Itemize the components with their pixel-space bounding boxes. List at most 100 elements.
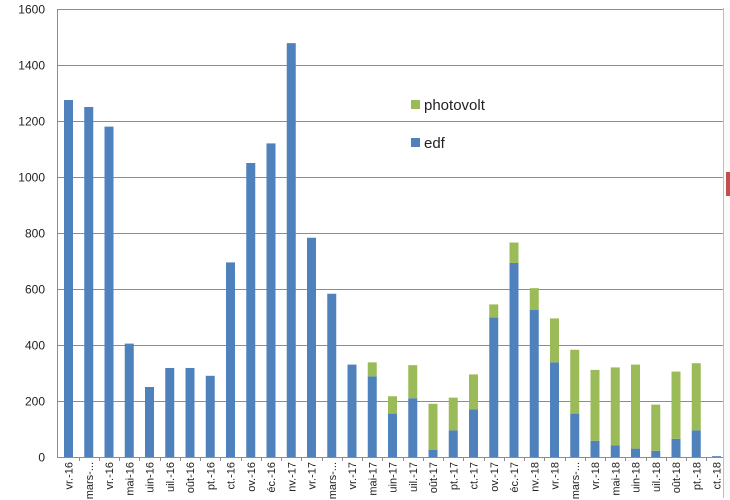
bar-photovolt-20 <box>469 374 478 410</box>
window-edge-marker <box>726 172 730 196</box>
x-tick-label: pt.-18 <box>691 462 703 490</box>
axes <box>57 9 728 461</box>
x-tick-label: ov.-16 <box>246 462 258 492</box>
x-tick-label: nv.-18 <box>529 462 541 492</box>
x-tick-label: oût-17 <box>428 462 440 493</box>
y-tick-label: 400 <box>25 339 45 353</box>
x-tick-label: oût-18 <box>671 462 683 493</box>
x-tick-label: pt.-17 <box>448 462 460 490</box>
bar-edf-20 <box>469 409 478 457</box>
y-tick-label: 1200 <box>18 115 45 129</box>
x-tick-label: mars-... <box>570 462 582 499</box>
bar-edf-18 <box>428 450 438 457</box>
y-tick-label: 0 <box>38 451 45 465</box>
bar-edf-16 <box>388 413 397 457</box>
x-tick-label: nv.-17 <box>286 462 298 492</box>
bar-edf-13 <box>327 293 337 457</box>
bar-edf-29 <box>651 450 661 457</box>
bar-edf-2 <box>104 126 114 457</box>
bar-photovolt-18 <box>428 403 438 450</box>
bar-edf-0 <box>64 100 73 457</box>
legend-label-photovolt: photovolt <box>424 97 486 114</box>
bar-edf-30 <box>671 438 681 457</box>
legend-swatch-edf <box>411 138 420 147</box>
y-tick-label: 200 <box>25 395 45 409</box>
bar-edf-10 <box>266 143 276 457</box>
legend: photovolt edf <box>411 97 486 152</box>
bar-edf-24 <box>550 362 559 457</box>
y-axis-ticks: 0 200 400 600 800 1000 1200 1400 1600 <box>18 3 45 465</box>
bar-edf-1 <box>84 107 94 457</box>
x-tick-label: ct.-17 <box>469 462 481 490</box>
legend-label-edf: edf <box>424 135 446 152</box>
bar-photovolt-25 <box>570 349 580 414</box>
y-tick-label: 1000 <box>18 171 45 185</box>
bar-edf-12 <box>307 237 316 457</box>
x-tick-label: mars-... <box>327 462 339 499</box>
bar-edf-26 <box>590 440 600 457</box>
x-tick-label: éc.-16 <box>266 462 278 493</box>
bar-edf-31 <box>691 430 701 457</box>
bar-edf-6 <box>185 367 195 457</box>
bars <box>64 43 721 457</box>
bar-edf-23 <box>529 310 539 457</box>
y-tick-label: 1600 <box>18 3 45 17</box>
bar-photovolt-16 <box>388 396 397 414</box>
y-tick-label: 800 <box>25 227 45 241</box>
bar-edf-21 <box>489 317 499 457</box>
x-tick-label: ct.-16 <box>226 462 238 490</box>
bar-edf-28 <box>631 448 640 457</box>
x-axis-ticks: vr.-16 mars-... vr.-16 mai-16 uin-16 uil.-16 o… <box>64 462 724 499</box>
x-tick-label: uin-17 <box>388 462 400 493</box>
bar-photovolt-29 <box>651 404 661 451</box>
grid-lines <box>57 9 725 402</box>
bar-edf-15 <box>367 376 377 457</box>
bar-edf-32 <box>712 456 721 457</box>
x-tick-label: mai-17 <box>367 462 379 496</box>
x-tick-label: vr.-18 <box>550 462 562 490</box>
bar-edf-11 <box>286 43 296 457</box>
bar-photovolt-26 <box>590 369 600 441</box>
x-tick-label: éc.-17 <box>509 462 521 493</box>
window-edge <box>723 8 730 498</box>
bar-edf-25 <box>570 413 580 457</box>
bar-photovolt-15 <box>367 362 377 377</box>
bar-edf-9 <box>246 163 256 457</box>
x-tick-label: vr.-18 <box>590 462 602 490</box>
x-tick-label: vr.-17 <box>347 462 359 490</box>
bar-photovolt-31 <box>691 363 701 431</box>
bar-photovolt-23 <box>529 288 539 310</box>
x-tick-label: uil.-18 <box>651 462 663 492</box>
bar-photovolt-24 <box>550 318 559 363</box>
bar-photovolt-30 <box>671 371 681 439</box>
x-tick-label: uin-16 <box>145 462 157 493</box>
x-tick-label: vr.-17 <box>307 462 319 490</box>
x-tick-label: ct.-18 <box>712 462 724 490</box>
bar-edf-4 <box>145 387 154 457</box>
x-tick-label: pt.-16 <box>205 462 217 490</box>
x-tick-label: mai-18 <box>610 462 622 496</box>
y-tick-label: 1400 <box>18 59 45 73</box>
bar-photovolt-27 <box>610 367 620 446</box>
bar-edf-27 <box>610 445 620 457</box>
bar-edf-19 <box>448 430 458 457</box>
bar-photovolt-17 <box>408 365 418 399</box>
bar-edf-22 <box>509 262 519 457</box>
bar-edf-5 <box>165 367 175 457</box>
bar-edf-8 <box>226 262 235 457</box>
x-tick-label: vr.-16 <box>104 462 116 490</box>
x-tick-label: oût-16 <box>185 462 197 493</box>
bar-photovolt-21 <box>489 304 499 318</box>
bar-edf-7 <box>205 375 215 457</box>
x-tick-label: uil.-16 <box>165 462 177 492</box>
x-tick-label: uil.-17 <box>408 462 420 492</box>
bar-photovolt-28 <box>631 364 640 449</box>
y-tick-label: 600 <box>25 283 45 297</box>
bar-edf-3 <box>124 343 134 457</box>
bar-edf-14 <box>347 364 357 457</box>
bar-photovolt-19 <box>448 397 458 431</box>
x-tick-label: mai-16 <box>124 462 136 496</box>
x-tick-label: vr.-16 <box>64 462 76 490</box>
x-tick-label: mars-... <box>84 462 96 499</box>
